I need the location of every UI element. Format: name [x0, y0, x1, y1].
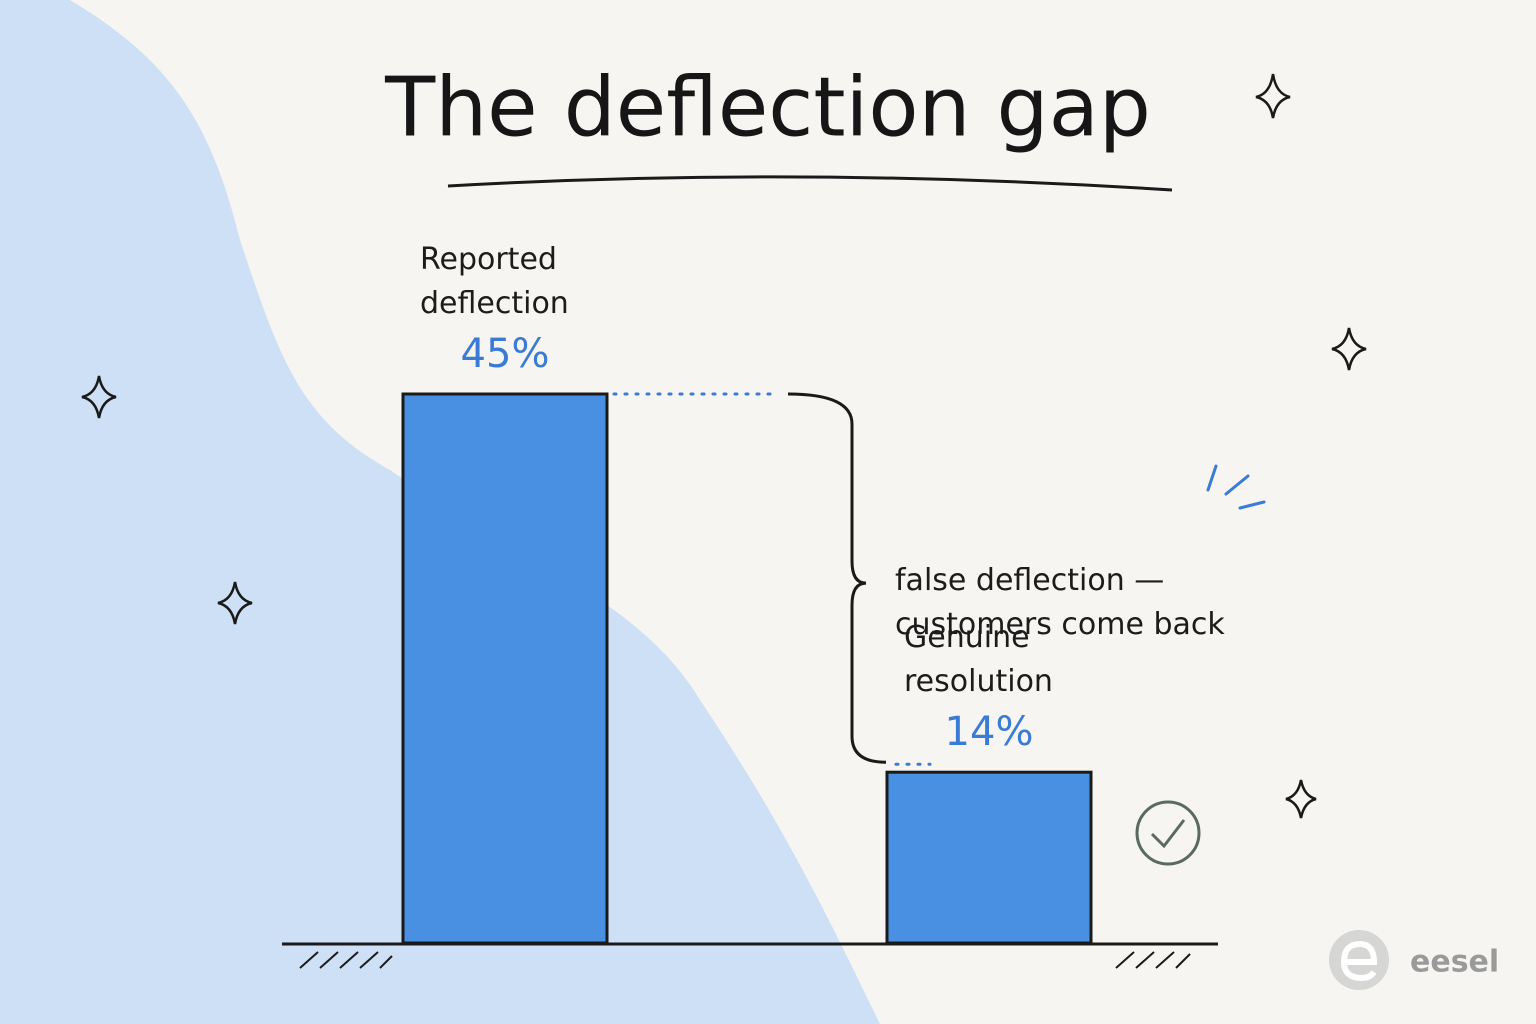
- brand-logo: [1329, 930, 1389, 990]
- bar: [885, 770, 1093, 945]
- value-label: 45%: [460, 331, 550, 377]
- emphasis-lines: [1206, 464, 1266, 510]
- title-underline: [447, 175, 1173, 192]
- category-label: Genuine resolution: [904, 620, 1053, 700]
- bar: [401, 392, 609, 945]
- annotation: false deflection — customers come back: [895, 563, 1225, 643]
- value-label: 14%: [944, 709, 1034, 756]
- gap-brace: [787, 392, 887, 764]
- sparkles: [81, 73, 1367, 819]
- check-icon: [1135, 800, 1201, 866]
- chart-title: The deflection gap: [385, 60, 1151, 156]
- brand-name: eesel: [1410, 944, 1500, 980]
- ground-hatch: [299, 951, 1191, 969]
- category-label: Reported deflection: [420, 242, 569, 321]
